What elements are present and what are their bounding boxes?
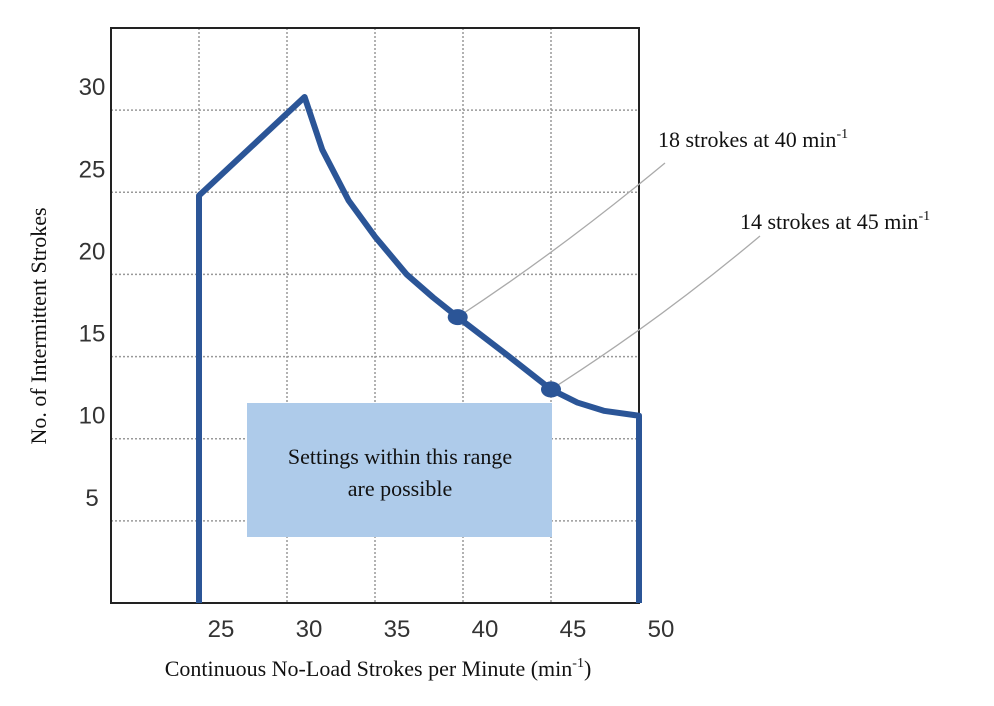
y-tick-label: 15 (79, 321, 106, 348)
y-tick-label: 20 (79, 238, 106, 265)
x-tick-label: 25 (208, 616, 235, 643)
plot-frame (110, 27, 640, 604)
marker-point (447, 309, 468, 326)
x-tick-label: 50 (648, 616, 675, 643)
y-tick-label: 5 (85, 485, 98, 512)
boundary-line (196, 94, 642, 603)
y-axis-label: No. of Intermittent Strokes (26, 207, 51, 444)
leader-line (550, 235, 761, 390)
x-tick-label: 30 (296, 616, 323, 643)
marker-point (541, 381, 561, 398)
leader-line (457, 162, 666, 318)
region-label: Settings within this range (288, 444, 512, 469)
y-tick-label: 30 (79, 74, 106, 101)
x-tick-label: 45 (560, 616, 587, 643)
y-tick-label: 25 (79, 156, 106, 183)
y-tick-label: 10 (79, 403, 106, 430)
region-box (247, 403, 552, 537)
region-label: are possible (348, 476, 452, 501)
x-tick-label: 35 (384, 616, 411, 643)
annotation-label: 18 strokes at 40 min-1 (658, 127, 848, 152)
x-tick-label: 40 (472, 616, 499, 643)
annotation-label: 14 strokes at 45 min-1 (740, 209, 930, 234)
x-axis-label: Continuous No-Load Strokes per Minute (m… (165, 656, 592, 681)
